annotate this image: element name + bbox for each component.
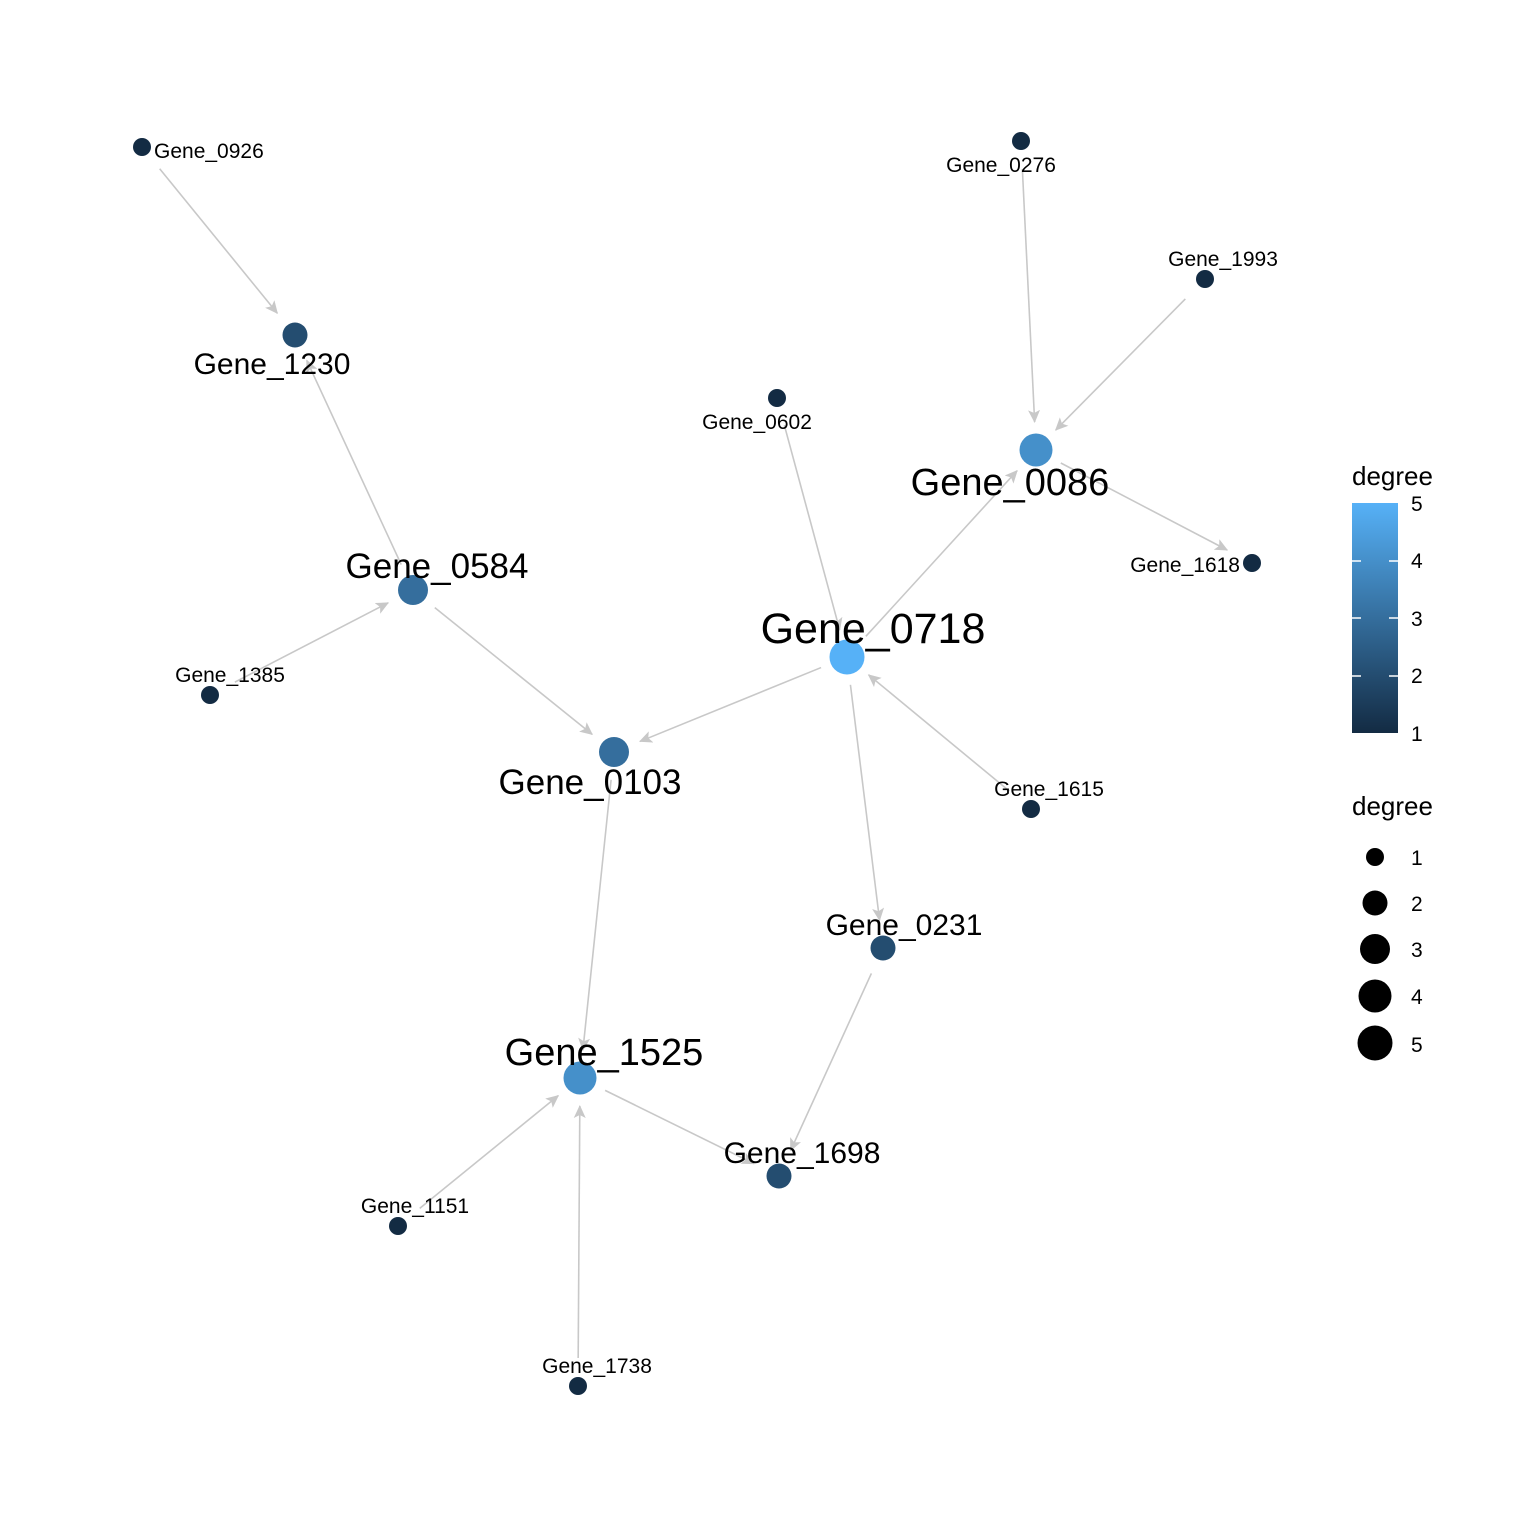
edge-Gene_0602-to-Gene_0718	[783, 424, 843, 631]
edge-Gene_0718-to-Gene_0086	[865, 469, 1018, 637]
node-Gene_1698[interactable]	[766, 1163, 792, 1189]
node-Gene_1993[interactable]	[1196, 270, 1214, 288]
edge-Gene_1385-to-Gene_0584	[234, 602, 390, 683]
edge-Gene_0718-to-Gene_0103	[639, 666, 822, 743]
node-Gene_0231[interactable]	[870, 935, 896, 961]
node-label-Gene_1525: Gene_1525	[505, 1032, 704, 1074]
nodes-layer	[133, 132, 1261, 1395]
edge-Gene_0584-to-Gene_0103	[434, 606, 593, 736]
node-label-Gene_1615: Gene_1615	[994, 778, 1104, 801]
edge-Gene_0926-to-Gene_1230	[159, 168, 278, 315]
size-legend-tick-label: 5	[1411, 1034, 1423, 1057]
size-legend-tick-label: 2	[1411, 893, 1423, 916]
node-label-Gene_1618: Gene_1618	[1130, 554, 1240, 577]
node-label-Gene_1738: Gene_1738	[542, 1355, 652, 1378]
node-label-Gene_0086: Gene_0086	[911, 462, 1110, 504]
node-label-Gene_0602: Gene_0602	[702, 411, 812, 434]
node-Gene_0718[interactable]	[829, 639, 865, 675]
node-Gene_1525[interactable]	[563, 1061, 597, 1095]
node-Gene_1618[interactable]	[1243, 554, 1261, 572]
size-legend-key	[1357, 1025, 1393, 1061]
edge-Gene_1993-to-Gene_0086	[1054, 298, 1186, 431]
size-legend-tick-label: 4	[1411, 986, 1423, 1009]
legend: degree 5 4 3 2 1 degree 1 2 3 4 5	[1352, 461, 1433, 1061]
edge-Gene_1615-to-Gene_0718	[867, 674, 1010, 792]
node-label-Gene_0584: Gene_0584	[346, 547, 529, 586]
size-legend-key	[1366, 848, 1384, 866]
node-Gene_0584[interactable]	[398, 575, 428, 605]
size-legend-key	[1358, 979, 1392, 1013]
edge-Gene_0086-to-Gene_1618	[1060, 462, 1229, 551]
node-Gene_1385[interactable]	[201, 686, 219, 704]
node-label-Gene_0926: Gene_0926	[154, 140, 264, 163]
color-legend-tick-label: 3	[1411, 608, 1423, 631]
node-label-Gene_0718: Gene_0718	[761, 605, 986, 653]
edge-Gene_1525-to-Gene_1698	[604, 1089, 755, 1165]
node-label-Gene_1993: Gene_1993	[1168, 248, 1278, 271]
node-Gene_0602[interactable]	[768, 389, 786, 407]
size-legend-key	[1362, 890, 1388, 916]
node-Gene_0086[interactable]	[1019, 433, 1053, 467]
edge-Gene_0584-to-Gene_1230	[306, 359, 402, 565]
color-legend-tick-label: 1	[1411, 723, 1423, 746]
edge-Gene_0103-to-Gene_1525	[578, 779, 612, 1052]
edge-Gene_1738-to-Gene_1525	[573, 1104, 586, 1359]
color-legend-tick-label: 2	[1411, 665, 1423, 688]
size-legend-tick-label: 1	[1411, 847, 1423, 870]
size-legend-tick-label: 3	[1411, 939, 1423, 962]
node-Gene_1738[interactable]	[569, 1377, 587, 1395]
edge-Gene_0718-to-Gene_0231	[849, 684, 885, 922]
edge-Gene_1151-to-Gene_1525	[419, 1095, 560, 1209]
edges-layer	[159, 168, 1229, 1359]
node-label-Gene_1385: Gene_1385	[175, 664, 285, 687]
node-Gene_1151[interactable]	[389, 1217, 407, 1235]
node-Gene_0926[interactable]	[133, 138, 151, 156]
node-Gene_0103[interactable]	[599, 737, 629, 767]
node-Gene_1615[interactable]	[1022, 800, 1040, 818]
color-legend-tick-label: 4	[1411, 550, 1423, 573]
size-legend-title: degree	[1352, 791, 1433, 821]
edge-Gene_0231-to-Gene_1698	[789, 973, 873, 1152]
node-label-Gene_0276: Gene_0276	[946, 154, 1056, 177]
node-label-Gene_1151: Gene_1151	[361, 1195, 469, 1218]
color-legend-title: degree	[1352, 461, 1433, 491]
node-Gene_0276[interactable]	[1012, 132, 1030, 150]
color-legend-tick-label: 5	[1411, 493, 1423, 516]
node-label-Gene_0103: Gene_0103	[499, 763, 682, 802]
node-label-Gene_1230: Gene_1230	[194, 348, 351, 381]
node-label-Gene_1698: Gene_1698	[724, 1137, 881, 1170]
node-label-Gene_0231: Gene_0231	[826, 909, 983, 942]
node-Gene_1230[interactable]	[282, 322, 308, 348]
edge-Gene_0276-to-Gene_0086	[1021, 168, 1041, 424]
labels-layer: Gene_0926 Gene_1230 Gene_0584 Gene_1385 Gene…	[154, 140, 1278, 1378]
size-legend-key	[1360, 934, 1390, 964]
